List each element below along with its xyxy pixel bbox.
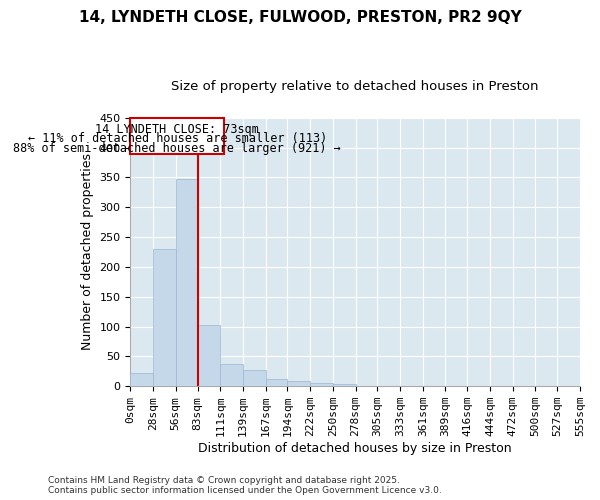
Bar (310, 383, 333, 386)
Text: Contains HM Land Registry data © Crown copyright and database right 2025.
Contai: Contains HM Land Registry data © Crown c… (48, 476, 442, 495)
Text: 14, LYNDETH CLOSE, FULWOOD, PRESTON, PR2 9QY: 14, LYNDETH CLOSE, FULWOOD, PRESTON, PR2… (79, 10, 521, 25)
Text: ← 11% of detached houses are smaller (113): ← 11% of detached houses are smaller (11… (28, 132, 327, 145)
Text: 14 LYNDETH CLOSE: 73sqm: 14 LYNDETH CLOSE: 73sqm (95, 122, 259, 136)
Bar (266, 379, 287, 386)
FancyBboxPatch shape (130, 118, 224, 154)
Bar (243, 370, 266, 386)
Text: 88% of semi-detached houses are larger (921) →: 88% of semi-detached houses are larger (… (13, 142, 341, 154)
Bar (287, 382, 310, 386)
X-axis label: Distribution of detached houses by size in Preston: Distribution of detached houses by size … (199, 442, 512, 455)
Bar (197, 325, 220, 386)
Bar (153, 249, 176, 386)
Bar (220, 364, 243, 386)
Y-axis label: Number of detached properties: Number of detached properties (81, 154, 94, 350)
Bar (333, 384, 356, 386)
Bar (176, 178, 197, 386)
Title: Size of property relative to detached houses in Preston: Size of property relative to detached ho… (172, 80, 539, 93)
Bar (130, 373, 153, 386)
